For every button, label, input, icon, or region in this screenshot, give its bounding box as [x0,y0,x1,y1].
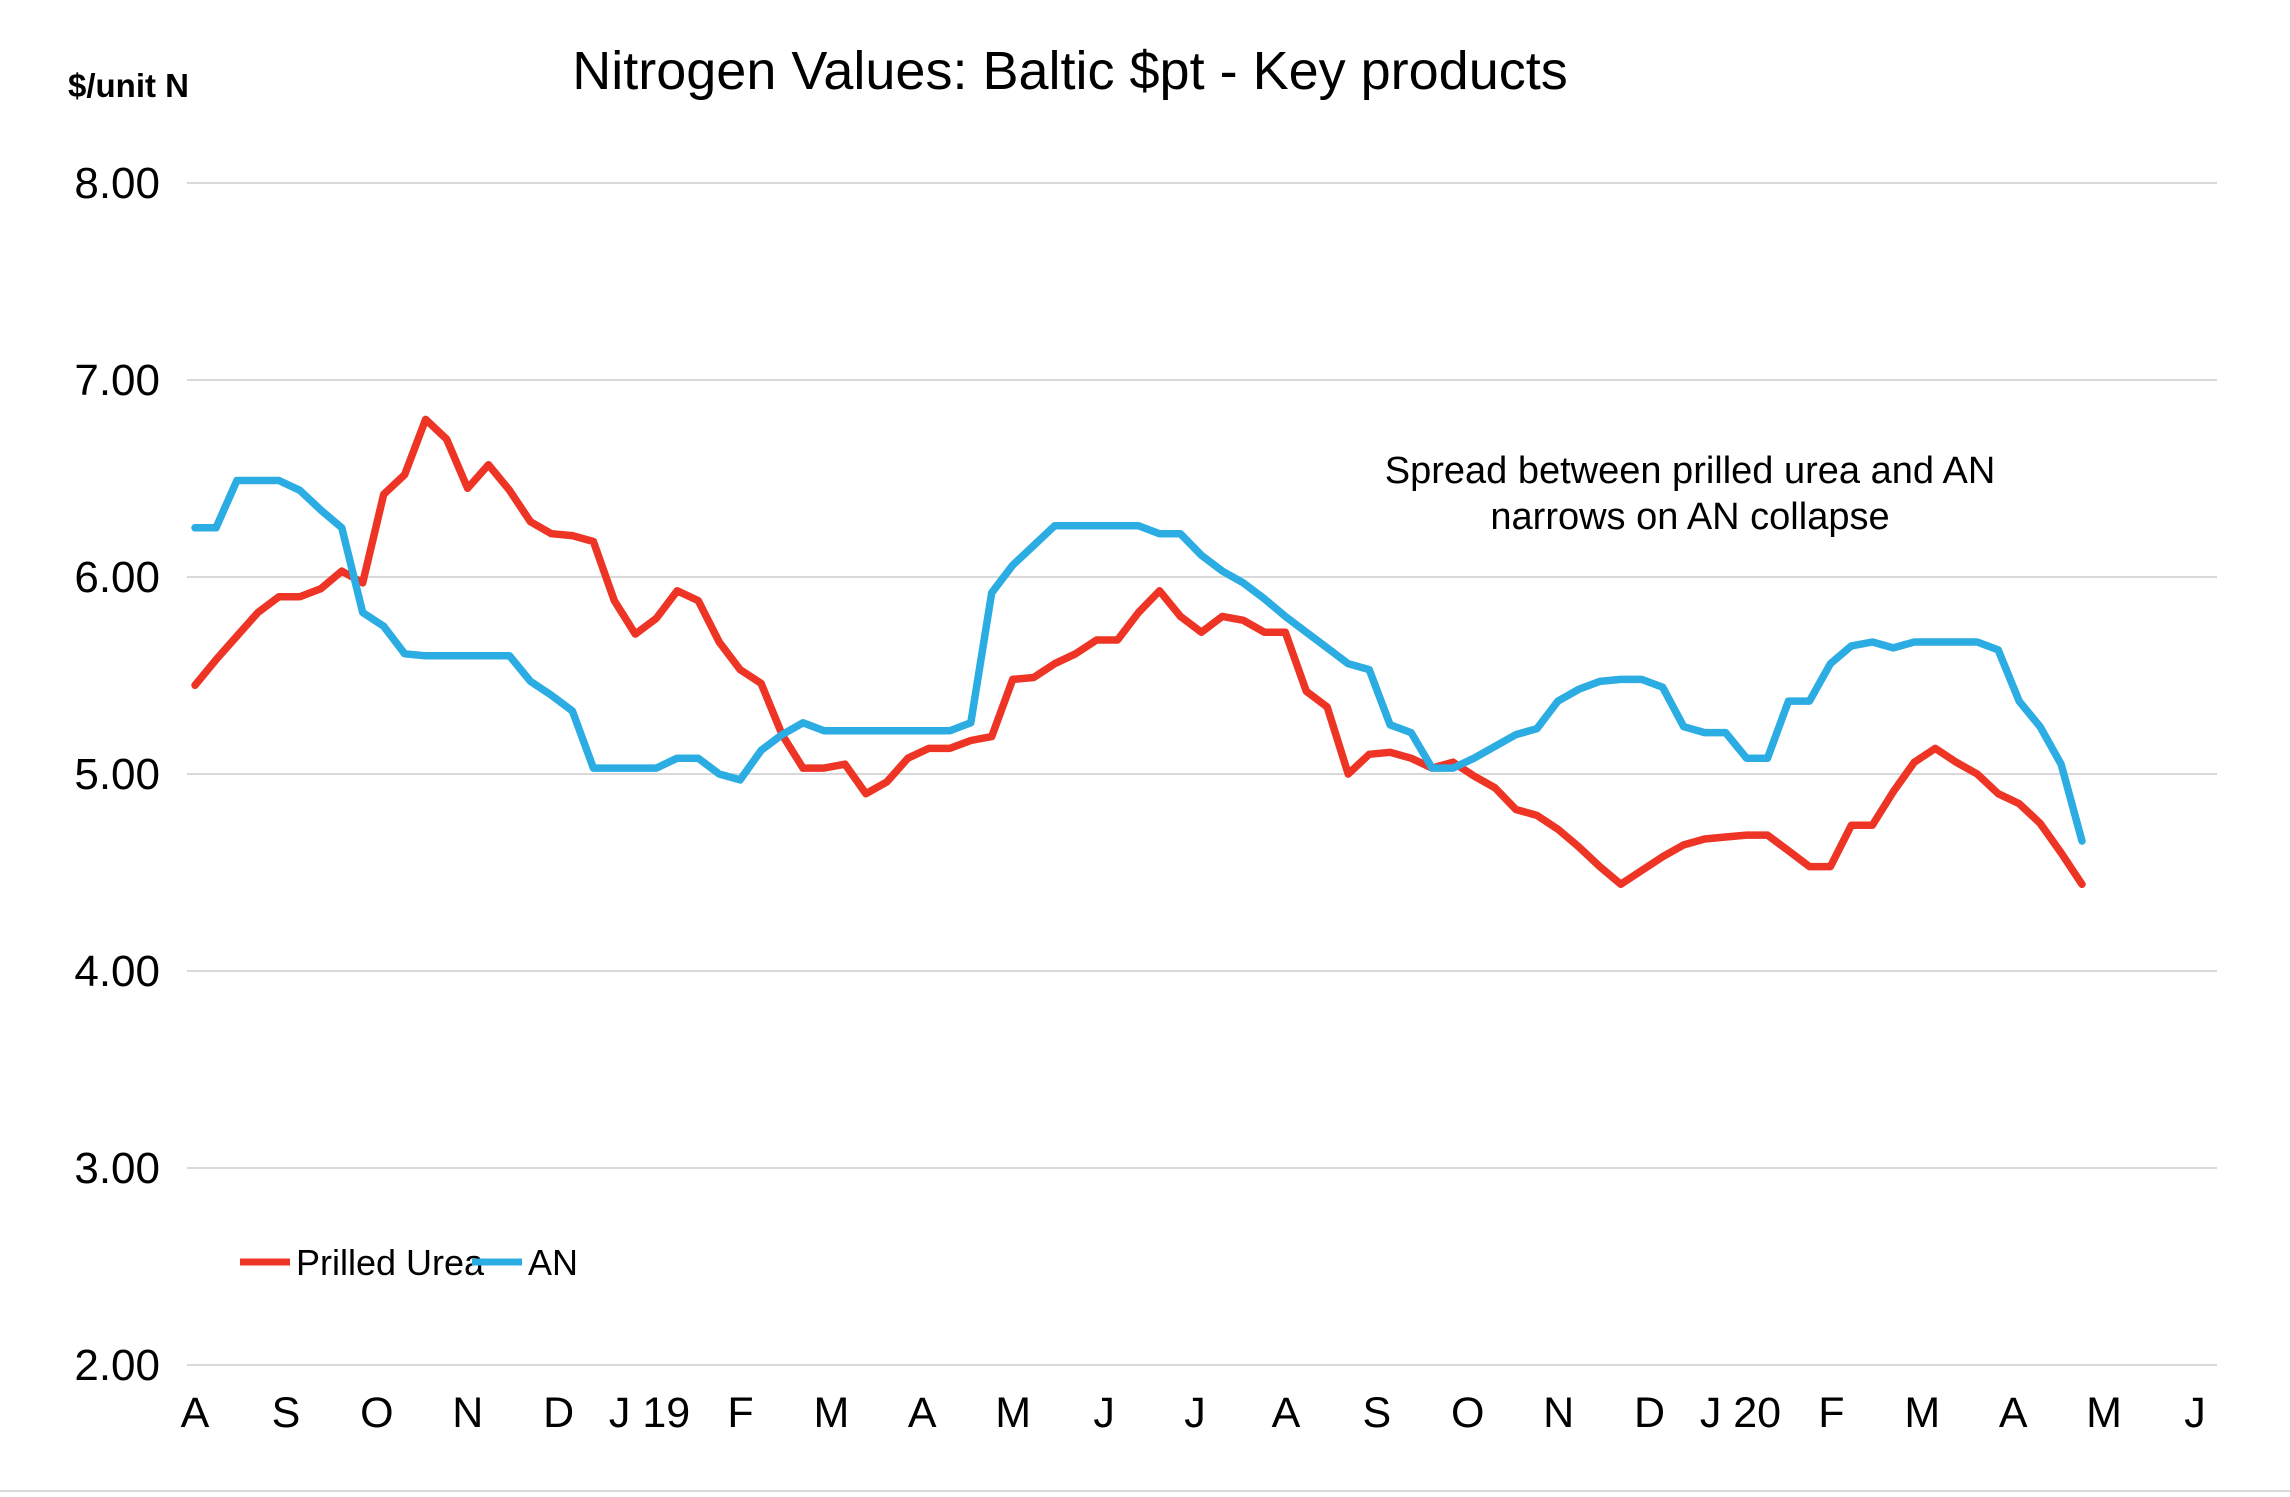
gridlines [187,182,2217,1366]
chart-title: Nitrogen Values: Baltic $pt - Key produc… [572,41,1568,101]
y-tick-label-8.00: 8.00 [74,159,160,208]
y-tick-label-2.00: 2.00 [74,1341,160,1390]
x-tick-label-1-A: A [181,1389,210,1437]
y-tick-label-5.00: 5.00 [74,750,160,799]
x-tick-label-3-O: O [360,1389,393,1437]
x-tick-label-7-F: F [727,1389,753,1437]
y-tick-label-6.00: 6.00 [74,553,160,602]
x-tick-label-2-S: S [272,1389,301,1437]
legend-prilled-urea-label: Prilled Urea [296,1242,485,1283]
x-tick-label-6-J19: J 19 [609,1389,690,1437]
annotation-line-1: Spread between prilled urea and AN [1385,450,1996,492]
x-tick-label-13-A: A [1272,1389,1301,1437]
prilled-urea-line [191,415,2086,889]
y-axis-unit-label: $/unit N [68,67,189,104]
x-tick-label-18-J20: J 20 [1700,1389,1781,1437]
y-tick-label-3.00: 3.00 [74,1144,160,1193]
x-tick-label-12-J: J [1184,1389,1206,1437]
y-tick-label-7.00: 7.00 [74,356,160,405]
x-tick-label-11-J: J [1093,1389,1115,1437]
x-tick-label-16-N: N [1543,1389,1574,1437]
x-tick-label-19-F: F [1818,1389,1844,1437]
x-tick-label-17-D: D [1634,1389,1665,1437]
x-tick-label-8-M: M [813,1389,849,1437]
annotation-text: Spread between prilled urea and AN narro… [1385,450,1996,538]
x-tick-label-4-N: N [452,1389,483,1437]
legend: Prilled Urea AN [240,1242,578,1283]
legend-an-label: AN [528,1242,578,1283]
x-tick-label-21-A: A [1999,1389,2028,1437]
y-axis-tick-labels: 8.00 7.00 6.00 5.00 4.00 3.00 2.00 [74,159,160,1390]
x-tick-label-9-A: A [908,1389,937,1437]
x-tick-label-22-M: M [2086,1389,2122,1437]
x-tick-label-10-M: M [995,1389,1031,1437]
x-tick-label-20-M: M [1904,1389,1940,1437]
x-tick-label-5-D: D [543,1389,574,1437]
y-tick-label-4.00: 4.00 [74,947,160,996]
x-tick-label-15-O: O [1451,1389,1484,1437]
annotation-line-2: narrows on AN collapse [1490,496,1889,538]
series-lines [191,415,2086,889]
an-line [191,476,2086,845]
x-tick-label-23-J: J [2184,1389,2206,1437]
x-tick-label-14-S: S [1362,1389,1391,1437]
x-axis-month-labels: A S O N D J 19 F M A M J J A S O N D J 20 F M A M J [181,1389,2206,1437]
